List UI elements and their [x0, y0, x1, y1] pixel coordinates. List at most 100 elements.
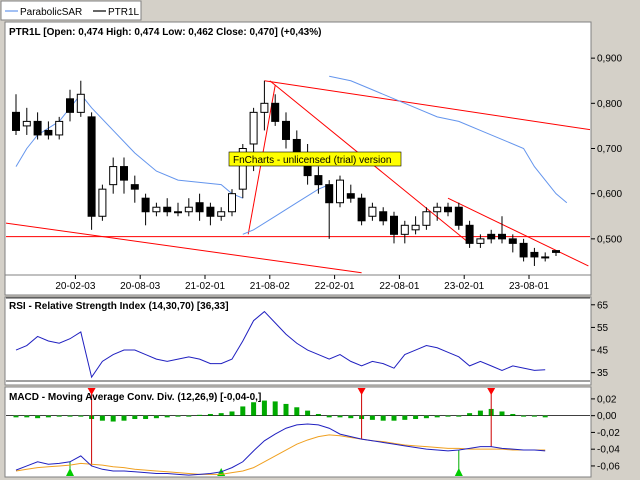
macd-histogram-bar: [153, 415, 159, 419]
candle-down: [130, 184, 139, 190]
macd-tick-label: -0,06: [597, 461, 620, 472]
candle-up: [217, 211, 226, 217]
macd-histogram-bar: [283, 403, 289, 416]
rsi-panel: 65 55 45 35 RSI - Relative Strength Index (…: [4, 296, 609, 386]
macd-histogram-bar: [207, 413, 213, 416]
macd-histogram-bar: [56, 415, 62, 417]
candle-up: [249, 111, 258, 145]
macd-histogram-bar: [143, 415, 149, 420]
legend-label-ptr: PTR1L: [108, 7, 140, 18]
x-tick-label: 21-08-02: [250, 281, 290, 292]
x-tick-label: 23-02-01: [444, 281, 484, 292]
candle-down: [454, 206, 463, 226]
macd-histogram-bar: [24, 415, 30, 418]
candle-up: [228, 193, 236, 213]
candle-down: [487, 233, 496, 240]
macd-tick-label: 0,02: [597, 394, 617, 405]
x-tick-label: 22-08-01: [379, 281, 419, 292]
macd-histogram-bar: [251, 402, 257, 416]
candle-up: [476, 238, 485, 244]
x-tick-label: 20-02-03: [55, 281, 95, 292]
macd-histogram-bar: [261, 400, 267, 416]
candle-down: [346, 193, 355, 199]
candle-up: [238, 148, 247, 190]
macd-histogram-bar: [413, 415, 419, 420]
macd-histogram-bar: [326, 415, 332, 418]
candle-up: [76, 93, 85, 113]
buy-signal-marker: [66, 468, 74, 476]
macd-histogram-bar: [499, 411, 505, 416]
candle-down: [390, 215, 398, 235]
candle-up: [152, 206, 161, 213]
candles: [12, 80, 560, 266]
candle-down: [325, 184, 334, 204]
candle-down: [120, 166, 128, 181]
macd-histogram-bar: [186, 415, 192, 417]
y-tick-label: 0,800: [597, 99, 622, 110]
sar-line: [242, 184, 330, 235]
watermark-box: [228, 151, 402, 167]
macd-histogram-bar: [477, 410, 483, 416]
candle-down: [519, 242, 528, 258]
macd-histogram-bar: [305, 410, 311, 416]
macd-tick-label: -0,02: [597, 428, 620, 439]
macd-histogram-bar: [402, 415, 408, 420]
macd-tick-label: -0,04: [597, 445, 620, 456]
candle-down: [379, 211, 388, 222]
macd-histogram-bar: [67, 415, 73, 417]
candle-up: [260, 102, 269, 113]
candle-down: [33, 120, 42, 136]
candle-up: [541, 256, 550, 259]
macd-histogram-bar: [521, 415, 527, 417]
macd-line: [15, 423, 546, 476]
x-tick-label: 22-02-01: [315, 281, 355, 292]
trend-line: [264, 80, 590, 131]
macd-histogram-bar: [110, 415, 116, 422]
macd-panel: 0,02 0,00 -0,02 -0,04 -0,06 MACD - Moving Av…: [4, 386, 620, 478]
macd-signal-line: [15, 434, 546, 475]
candle-up: [109, 166, 118, 186]
buy-signal-marker: [454, 468, 463, 476]
macd-histogram-bar: [380, 415, 386, 421]
x-tick-label: 21-02-01: [185, 281, 225, 292]
macd-histogram-bar: [272, 401, 278, 416]
candle-down: [271, 102, 280, 122]
candle-down: [498, 233, 506, 240]
rsi-panel-bg: [4, 296, 592, 386]
trend-line: [447, 197, 589, 267]
rsi-tick-label: 35: [597, 368, 609, 379]
candle-down: [357, 197, 366, 222]
sar-line: [329, 75, 568, 204]
macd-histogram-bar: [78, 415, 84, 417]
macd-histogram-bar: [510, 413, 516, 416]
sell-signal-marker: [357, 388, 366, 395]
candle-down: [292, 138, 301, 154]
candle-down: [195, 202, 204, 213]
macd-histogram-bar: [13, 415, 19, 418]
candle-down: [44, 129, 53, 136]
legend-label-sar: ParabolicSAR: [20, 7, 82, 18]
macd-histogram-bar: [197, 414, 203, 416]
macd-histogram-bar: [434, 415, 440, 418]
legend-box: [0, 0, 142, 21]
sell-signal-marker: [87, 388, 96, 395]
macd-histogram-bar: [164, 415, 170, 418]
rsi-tick-label: 55: [597, 323, 609, 334]
sell-signal-marker: [487, 388, 496, 395]
candle-down: [314, 175, 323, 186]
x-tick-label: 23-08-01: [509, 281, 549, 292]
rsi-line: [15, 310, 546, 379]
trend-line: [6, 222, 362, 274]
rsi-tick-label: 65: [597, 300, 609, 311]
candle-down: [508, 238, 517, 244]
price-x-axis: 20-02-03 20-08-03 21-02-01 21-08-02 22-02-01…: [55, 275, 549, 292]
macd-histogram-bar: [467, 413, 473, 416]
rsi-title: RSI - Relative Strength Index (14,30,70)…: [9, 301, 229, 312]
macd-histogram-bar: [531, 415, 537, 417]
candle-down: [282, 120, 290, 140]
y-tick-label: 0,500: [597, 234, 622, 245]
macd-histogram-bar: [121, 415, 127, 421]
macd-title: MACD - Moving Average Conv. Div. (12,26,…: [9, 392, 261, 403]
rsi-y-axis: 65 55 45 35: [591, 300, 609, 379]
